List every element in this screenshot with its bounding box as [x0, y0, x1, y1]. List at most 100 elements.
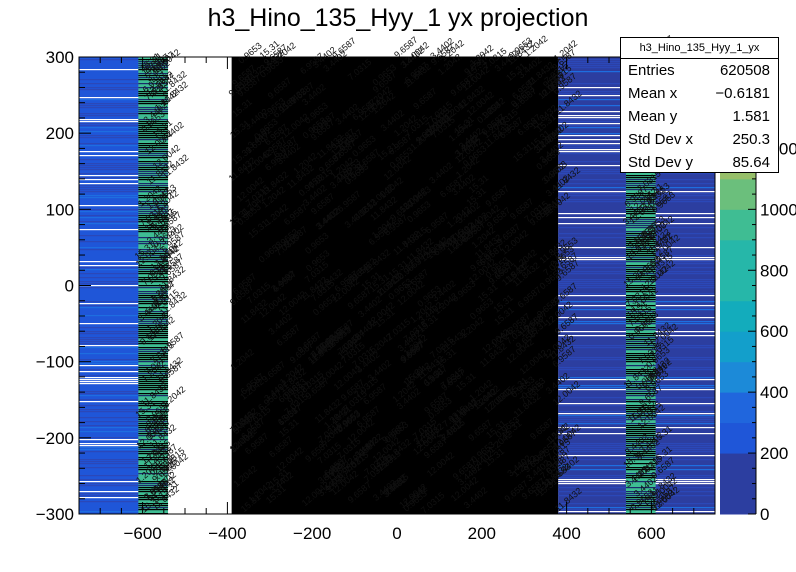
stripe	[138, 109, 169, 111]
stripe	[79, 339, 143, 341]
y-tick-label: 200	[46, 124, 74, 143]
stripe	[79, 197, 143, 199]
stripe	[138, 313, 169, 315]
stripe	[138, 427, 169, 429]
stripe	[79, 409, 143, 411]
stripe	[138, 241, 169, 243]
stripe	[138, 295, 169, 297]
stats-label: Mean y	[628, 108, 678, 125]
stripe	[138, 445, 169, 447]
stripe	[79, 337, 143, 339]
stripe	[138, 367, 169, 369]
stripe	[79, 481, 143, 483]
stripe	[79, 79, 143, 81]
stripe	[625, 297, 656, 299]
stripe	[138, 419, 169, 421]
stripe	[138, 411, 169, 413]
stripe	[138, 481, 169, 483]
stripe	[138, 133, 169, 135]
stripe	[138, 195, 169, 197]
stripe	[138, 467, 169, 469]
stripe	[138, 507, 169, 509]
z-tick-label: 600	[760, 322, 788, 341]
stripe	[138, 121, 169, 123]
stripe	[625, 341, 656, 343]
stripe	[138, 317, 169, 319]
stripe	[79, 211, 143, 213]
stripe	[79, 155, 143, 157]
stripe	[138, 179, 169, 181]
stripe	[138, 347, 169, 349]
stripe	[625, 395, 656, 397]
stripe	[79, 511, 143, 513]
stripe	[625, 213, 656, 215]
stripe	[79, 119, 143, 121]
stripe	[138, 129, 169, 131]
stripe	[625, 507, 656, 509]
stripe	[138, 293, 169, 295]
stripe	[138, 359, 169, 361]
stripe	[79, 187, 143, 189]
stripe	[79, 475, 143, 477]
stripe	[138, 167, 169, 169]
stripe	[79, 195, 143, 197]
stripe	[625, 487, 656, 489]
stripe	[79, 411, 143, 413]
stripe	[625, 265, 656, 267]
stripe	[138, 335, 169, 337]
stripe	[138, 131, 169, 133]
stripe	[138, 323, 169, 325]
stripe	[625, 261, 656, 263]
stripe	[625, 241, 656, 243]
stripe	[138, 125, 169, 127]
stripe	[625, 245, 656, 247]
palette-segment	[720, 209, 756, 241]
stripe	[79, 163, 143, 165]
stripe	[79, 323, 143, 325]
stripe	[138, 77, 169, 79]
stripe	[79, 183, 143, 185]
stripe	[79, 269, 143, 271]
stripe	[79, 501, 143, 503]
stripe	[138, 429, 169, 431]
stats-label: Mean x	[628, 85, 678, 102]
stripe	[138, 353, 169, 355]
stripe	[79, 261, 143, 263]
stripe	[138, 495, 169, 497]
stripe	[79, 283, 143, 285]
stats-value: 620508	[719, 62, 770, 79]
stripe	[625, 505, 656, 507]
stripe	[79, 159, 143, 161]
stripe	[138, 361, 169, 363]
z-tick-label: 200	[760, 444, 788, 463]
stats-title: h3_Hino_135_Hyy_1_yx	[621, 38, 778, 59]
stripe	[625, 195, 656, 197]
stripe	[138, 217, 169, 219]
stripe	[138, 253, 169, 255]
stripe	[625, 437, 656, 439]
stripe	[79, 135, 143, 137]
stripe	[625, 383, 656, 385]
stripe	[625, 413, 656, 415]
stripe	[625, 315, 656, 317]
stripe	[138, 499, 169, 501]
stripe	[79, 143, 143, 145]
stripe	[625, 247, 656, 249]
stripe	[138, 189, 169, 191]
stripe	[625, 357, 656, 359]
stripe	[625, 181, 656, 183]
stripe	[625, 373, 656, 375]
stripe	[79, 379, 143, 381]
stripe	[79, 405, 143, 407]
stripe	[79, 427, 143, 429]
stripe	[138, 153, 169, 155]
palette-segment	[720, 239, 756, 271]
z-tick-label: 400	[760, 383, 788, 402]
stripe	[625, 321, 656, 323]
stripe	[138, 351, 169, 353]
stripe	[625, 493, 656, 495]
chart-title: h3_Hino_135_Hyy_1 yx projection	[207, 4, 589, 32]
stripe	[625, 271, 656, 273]
stripe	[138, 343, 169, 345]
y-tick-label: 0	[65, 277, 74, 296]
